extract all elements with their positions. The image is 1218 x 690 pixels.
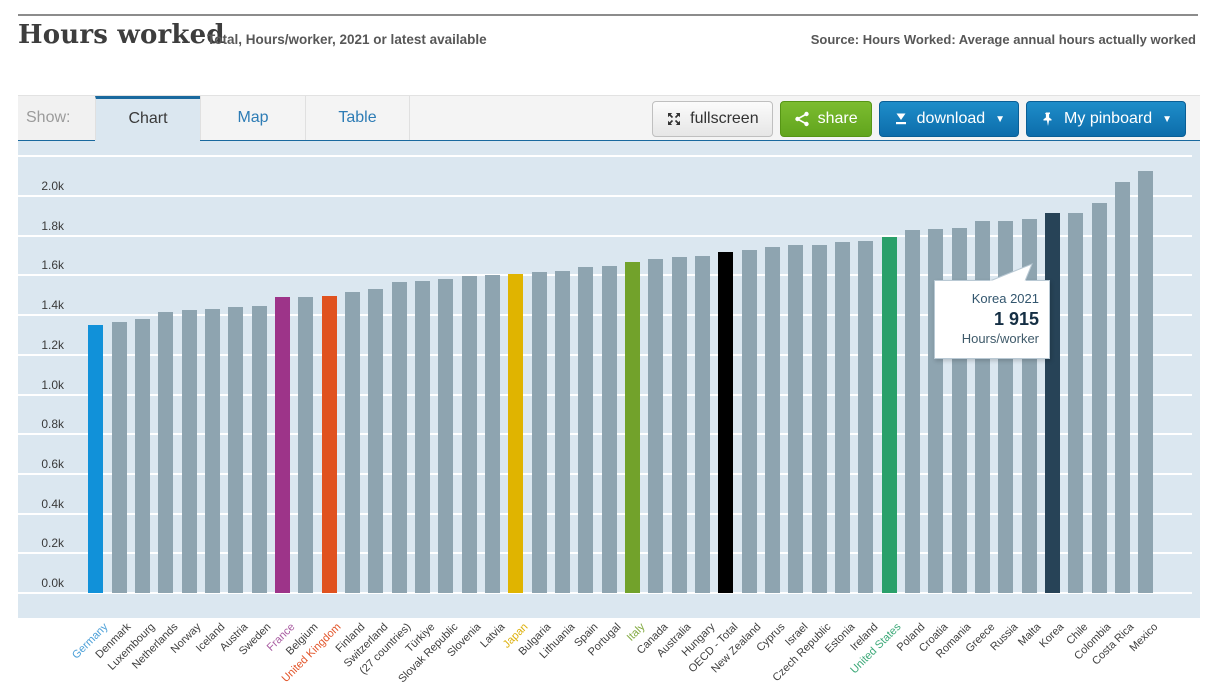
bar-latvia[interactable] xyxy=(485,275,501,593)
bar-colombia[interactable] xyxy=(1091,203,1107,593)
download-label: download xyxy=(916,110,986,127)
chart-area: Korea 2021 1 915 Hours/worker 0.0k 0.2k 0.… xyxy=(18,141,1200,618)
bar-slovenia[interactable] xyxy=(461,276,477,593)
tooltip-pointer xyxy=(989,263,1033,282)
tab-map[interactable]: Map xyxy=(200,96,305,140)
bar-mexico[interactable] xyxy=(1138,170,1154,593)
bar-japan[interactable] xyxy=(508,274,524,593)
gridline xyxy=(18,155,1192,158)
share-button[interactable]: share xyxy=(779,101,872,137)
bar-czech-republic[interactable] xyxy=(811,245,827,593)
gridline xyxy=(18,234,1192,237)
bar-poland[interactable] xyxy=(905,229,920,593)
y-axis-label: 1.2k xyxy=(41,337,64,352)
y-axis-label: 0.2k xyxy=(41,536,64,551)
bar-germany[interactable] xyxy=(88,325,104,593)
bar--27-countries-[interactable] xyxy=(391,282,407,593)
tooltip-country-year: Korea 2021 xyxy=(971,291,1039,306)
y-axis-label: 0.6k xyxy=(41,456,64,471)
tab-chart[interactable]: Chart xyxy=(95,96,200,142)
chart-subtitle: Total, Hours/worker, 2021 or latest avai… xyxy=(207,32,487,47)
bar-hungary[interactable] xyxy=(695,256,711,593)
expand-arrows-icon xyxy=(668,113,681,125)
tab-table-label: Table xyxy=(338,109,377,126)
bar-oecd-total[interactable] xyxy=(718,252,734,593)
tab-map-label: Map xyxy=(237,109,269,126)
bar-sweden[interactable] xyxy=(251,306,267,593)
bar-canada[interactable] xyxy=(648,258,664,593)
y-axis-label: 0.8k xyxy=(41,417,64,432)
source-note: Source: Hours Worked: Average annual hou… xyxy=(810,32,1196,47)
bar-luxembourg[interactable] xyxy=(135,318,151,593)
share-label: share xyxy=(817,110,858,127)
y-axis-label: 1.0k xyxy=(41,377,64,392)
bar-austria[interactable] xyxy=(228,306,244,593)
bar-spain[interactable] xyxy=(578,267,594,593)
download-button[interactable]: download ▼ xyxy=(878,101,1020,137)
bar-ireland[interactable] xyxy=(858,240,874,593)
bar-france[interactable] xyxy=(275,297,291,593)
action-buttons: fullscreen share download ▼ xyxy=(652,101,1186,137)
tooltip-value: 1 915 xyxy=(993,309,1039,329)
bar-norway[interactable] xyxy=(181,309,197,593)
bar-korea[interactable] xyxy=(1044,212,1060,593)
bar-finland[interactable] xyxy=(345,291,361,593)
y-axis-label: 0.0k xyxy=(41,576,64,590)
bar-new-zealand[interactable] xyxy=(741,249,757,593)
header-divider xyxy=(18,14,1198,16)
bar-cyprus[interactable] xyxy=(765,246,781,593)
y-axis-label: 1.8k xyxy=(41,218,64,233)
tab-chart-label: Chart xyxy=(128,110,168,127)
bar-denmark[interactable] xyxy=(111,322,127,593)
show-label: Show: xyxy=(18,96,103,140)
download-arrow-icon xyxy=(895,113,906,125)
bar-switzerland[interactable] xyxy=(368,288,384,593)
tooltip-unit: Hours/worker xyxy=(961,331,1039,346)
pushpin-icon xyxy=(1043,112,1052,126)
bar-united-kingdom[interactable] xyxy=(321,295,337,593)
bar-slovak-republic[interactable] xyxy=(438,278,454,593)
y-axis-label: 0.4k xyxy=(41,496,64,511)
chevron-down-icon: ▼ xyxy=(1162,113,1172,125)
y-axis-label: 1.4k xyxy=(41,298,64,313)
bar-costa-rica[interactable] xyxy=(1114,181,1130,593)
pinboard-button[interactable]: My pinboard ▼ xyxy=(1026,101,1186,137)
gridline xyxy=(18,592,1192,594)
page-title: Hours worked xyxy=(18,20,225,50)
bar-portugal[interactable] xyxy=(601,265,617,593)
tab-table[interactable]: Table xyxy=(305,96,410,140)
fullscreen-label: fullscreen xyxy=(690,110,759,127)
x-axis-labels: Germany Denmark Luxembourg Netherlands Norwa… xyxy=(0,621,1218,690)
chart-tooltip: Korea 2021 1 915 Hours/worker xyxy=(934,280,1050,359)
gridline xyxy=(18,195,1192,197)
share-nodes-icon xyxy=(794,111,809,127)
bar-iceland[interactable] xyxy=(205,308,221,593)
bar-chile[interactable] xyxy=(1068,212,1084,593)
bar-united-states[interactable] xyxy=(881,237,897,593)
toolbar: Show: Chart Map Table fullscreen xyxy=(18,95,1200,142)
y-axis-label: 1.6k xyxy=(41,258,64,273)
y-axis-label: 2.0k xyxy=(41,179,64,193)
bar-netherlands[interactable] xyxy=(158,311,174,593)
bar-estonia[interactable] xyxy=(835,242,851,593)
bar-australia[interactable] xyxy=(671,256,687,593)
bar-italy[interactable] xyxy=(625,261,641,593)
bar-greece[interactable] xyxy=(975,221,990,593)
bar-israel[interactable] xyxy=(788,245,804,593)
chevron-down-icon: ▼ xyxy=(995,113,1006,125)
bar-lithuania[interactable] xyxy=(555,271,571,593)
bar-bulgaria[interactable] xyxy=(531,271,547,593)
bar-belgium[interactable] xyxy=(298,296,314,593)
bar-t-rkiye[interactable] xyxy=(415,280,431,593)
pinboard-label: My pinboard xyxy=(1064,110,1153,127)
fullscreen-button[interactable]: fullscreen xyxy=(652,101,773,137)
